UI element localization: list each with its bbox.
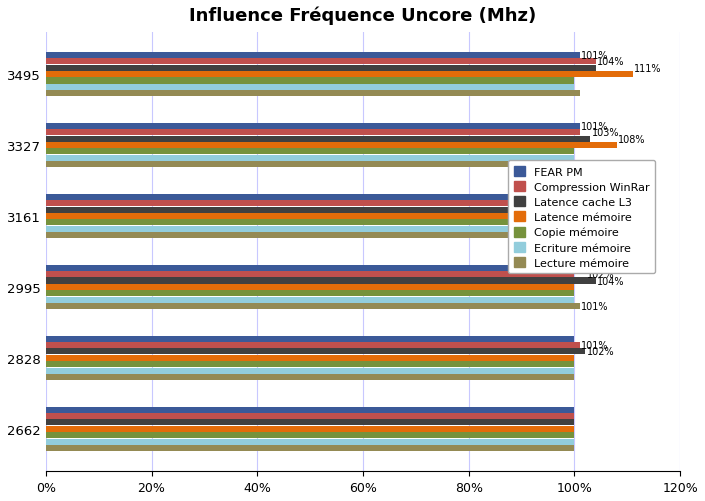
Bar <box>46 226 575 232</box>
Bar <box>46 213 606 219</box>
Bar <box>46 136 590 142</box>
Text: 101%: 101% <box>582 230 609 240</box>
Bar <box>46 407 575 413</box>
Bar <box>46 278 596 284</box>
Bar <box>46 349 585 355</box>
Bar <box>46 53 580 59</box>
Bar <box>46 162 580 168</box>
Bar <box>46 445 575 451</box>
Text: 101%: 101% <box>582 340 609 350</box>
Text: 106%: 106% <box>608 205 635 215</box>
Bar <box>46 85 575 91</box>
Bar <box>46 374 575 380</box>
Bar <box>46 432 575 438</box>
Text: 102%: 102% <box>587 199 614 209</box>
Text: 101%: 101% <box>582 192 609 202</box>
Bar <box>46 284 575 291</box>
Bar <box>46 155 575 161</box>
Bar <box>46 72 632 78</box>
Bar <box>46 78 575 84</box>
Bar <box>46 342 580 348</box>
Bar <box>46 362 575 368</box>
Text: 104%: 104% <box>597 276 625 286</box>
Text: 111%: 111% <box>634 64 662 74</box>
Bar <box>46 220 575 226</box>
Legend: FEAR PM, Compression WinRar, Latence cache L3, Latence mémoire, Copie mémoire, E: FEAR PM, Compression WinRar, Latence cac… <box>508 161 655 274</box>
Bar <box>46 355 575 361</box>
Text: 101%: 101% <box>582 302 609 312</box>
Bar <box>46 59 596 65</box>
Bar <box>46 419 575 425</box>
Text: 102%: 102% <box>587 347 614 357</box>
Bar <box>46 291 575 297</box>
Bar <box>46 124 580 130</box>
Bar <box>46 91 580 97</box>
Bar <box>46 143 617 149</box>
Text: 102%: 102% <box>587 270 614 280</box>
Bar <box>46 297 575 303</box>
Bar <box>46 413 575 419</box>
Bar <box>46 207 585 213</box>
Bar <box>46 426 575 432</box>
Bar <box>46 201 580 207</box>
Bar <box>46 336 575 342</box>
Title: Influence Fréquence Uncore (Mhz): Influence Fréquence Uncore (Mhz) <box>190 7 537 26</box>
Text: 101%: 101% <box>582 160 609 170</box>
Bar <box>46 368 575 374</box>
Bar <box>46 232 580 238</box>
Text: 108%: 108% <box>618 134 646 144</box>
Bar <box>46 149 575 155</box>
Bar <box>46 66 596 72</box>
Bar <box>46 130 580 136</box>
Bar <box>46 272 575 278</box>
Bar <box>46 304 580 310</box>
Bar <box>46 265 575 271</box>
Text: 103%: 103% <box>592 128 620 138</box>
Bar <box>46 194 580 200</box>
Text: 104%: 104% <box>597 57 625 67</box>
Bar <box>46 439 575 445</box>
Text: 101%: 101% <box>582 51 609 61</box>
Text: 101%: 101% <box>582 122 609 132</box>
